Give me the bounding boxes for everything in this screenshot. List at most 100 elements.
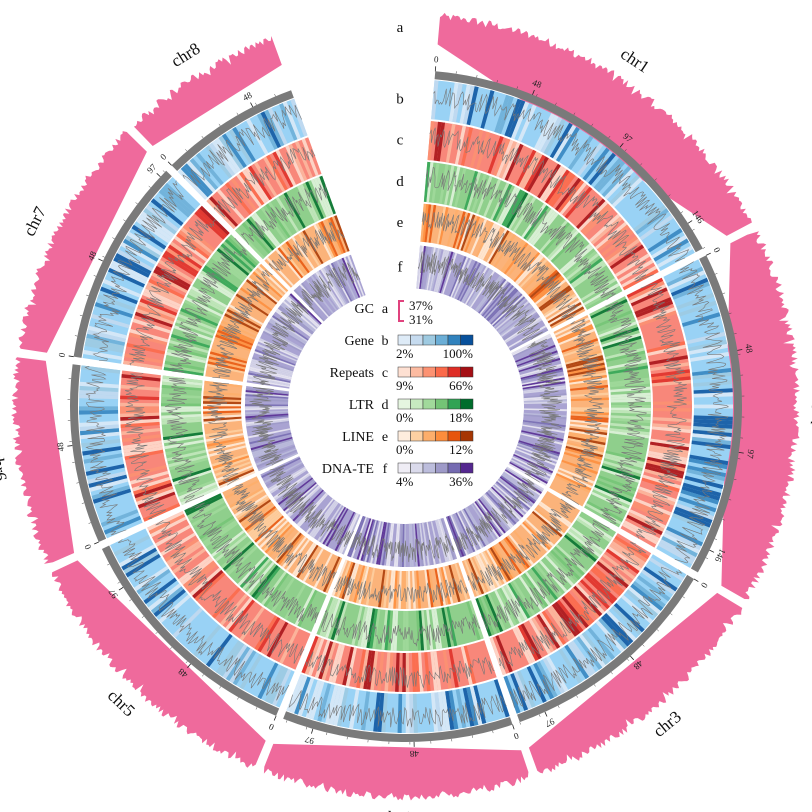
heat-cell [263, 461, 303, 484]
track-e-chr6 [202, 380, 256, 489]
heat-cell [211, 453, 249, 467]
heat-cell [558, 648, 583, 684]
trace-d-chr4 [320, 609, 481, 647]
track-b-chr3 [503, 554, 687, 714]
heat-cell [521, 153, 543, 189]
legend-max: 18% [449, 410, 473, 425]
ideogram-chr8 [171, 90, 294, 172]
track-d-chr5 [184, 493, 327, 632]
legend-row-b: Gene b 2% 100% [344, 334, 474, 361]
heat-cell [517, 354, 560, 370]
heat-cell [137, 304, 175, 322]
heat-cell [614, 253, 650, 277]
heat-cell [534, 279, 567, 305]
heat-cell [356, 649, 366, 689]
heat-cell [251, 438, 293, 453]
heat-cell [286, 674, 305, 712]
legend-letter: b [382, 334, 389, 349]
heat-cell [453, 258, 473, 299]
legend-swatch [410, 462, 424, 474]
heat-cell [293, 289, 325, 322]
heat-cell [540, 116, 563, 153]
heat-cell [241, 222, 271, 254]
legend-swatch [397, 334, 411, 346]
tick-label: 97 [543, 716, 556, 729]
gc-track-chr6 [11, 357, 75, 564]
heat-cell [329, 217, 346, 254]
trace-c-chr3 [498, 541, 647, 670]
trace-e-chr4 [333, 575, 469, 603]
heat-cell [235, 228, 265, 260]
heat-cell [621, 594, 653, 624]
heat-cell [625, 589, 659, 618]
legend-swatch [422, 366, 436, 378]
heat-cell [210, 348, 248, 362]
heat-cell [480, 90, 495, 129]
heat-cell [145, 204, 179, 232]
heat-cell [402, 610, 406, 651]
heat-cell [529, 210, 557, 245]
heat-cell [448, 82, 459, 122]
heat-cell [79, 424, 119, 432]
heat-cell [532, 275, 563, 302]
heat-cell [400, 570, 404, 609]
heat-cell [463, 645, 477, 685]
heat-cell [544, 295, 578, 319]
heat-cell [493, 544, 516, 579]
tick-mark [619, 142, 624, 148]
track-letter-e: e [397, 215, 404, 231]
heat-cell [113, 256, 150, 278]
heat-cell [205, 633, 233, 668]
heat-cell [348, 564, 362, 602]
heat-cell [388, 570, 394, 609]
heat-cell [572, 262, 607, 289]
minor-tick [274, 715, 277, 719]
tracks-layer [11, 12, 800, 801]
heat-cell [489, 547, 512, 581]
heat-cell [208, 356, 247, 368]
heat-cell [224, 238, 257, 269]
heat-cell [557, 326, 594, 344]
heat-cell [555, 474, 591, 494]
heat-cell [494, 589, 515, 628]
tick-label: 48 [55, 441, 66, 452]
heat-cell [637, 489, 676, 506]
heat-cell [622, 522, 658, 545]
heat-cell [334, 215, 350, 252]
heat-cell [121, 428, 161, 436]
heat-cell [266, 257, 294, 287]
heat-cell [275, 310, 312, 337]
heat-cell [215, 640, 242, 675]
heat-cell [269, 318, 307, 344]
heat-cell [538, 285, 571, 310]
heat-cell [265, 203, 291, 239]
legend-swatch [397, 366, 411, 378]
minor-tick [236, 112, 239, 116]
heat-cell [507, 100, 526, 138]
minor-tick [93, 275, 97, 277]
heat-cell [504, 143, 524, 181]
heat-cell [595, 221, 628, 250]
heat-cell [79, 410, 119, 415]
heat-cell [158, 259, 194, 283]
trace-e-chr6 [206, 382, 240, 486]
ideogram-chr6 [70, 364, 107, 543]
legend-row-c: Repeats c 9% 66% [330, 366, 474, 393]
heat-cell [470, 218, 488, 255]
legend-swatch [410, 334, 424, 346]
tick-mark [544, 711, 548, 717]
heat-cell [500, 239, 525, 272]
minor-tick [305, 726, 308, 730]
minor-tick [680, 211, 684, 214]
heat-cell [523, 408, 567, 412]
heat-cell [122, 238, 159, 262]
track-c-chr5 [147, 511, 311, 670]
heat-cell [651, 426, 692, 434]
heat-cell [623, 520, 660, 542]
heat-cell [268, 467, 307, 493]
heat-cell [428, 204, 437, 243]
trace-b-chr2 [674, 261, 729, 564]
heat-cell [659, 539, 696, 561]
heat-cell [263, 572, 289, 608]
heat-cell [554, 317, 590, 336]
